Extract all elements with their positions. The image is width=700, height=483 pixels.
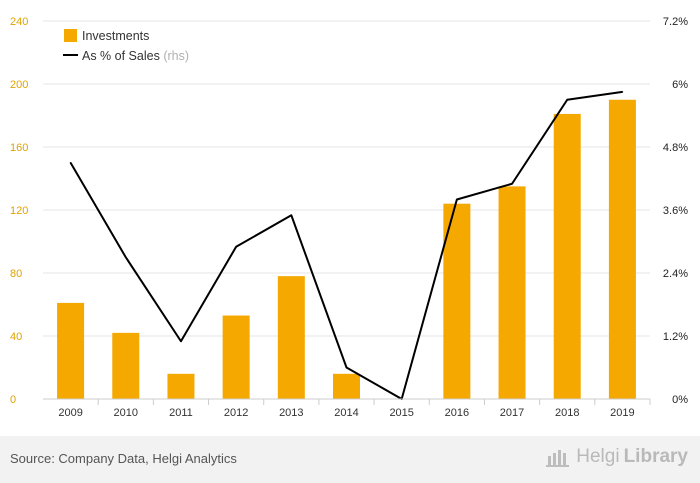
legend: Investments As % of Sales (rhs) (63, 29, 189, 63)
line-point-2011 (180, 340, 182, 343)
line-point-2016 (456, 198, 458, 201)
brand-name-b: Library (623, 446, 688, 467)
footer-bar (0, 436, 700, 483)
y-right-tick-label: 1.2% (663, 331, 688, 343)
legend-label-rhs: (rhs) (163, 49, 189, 63)
legend-label-pct-of-sales-name: As % of Sales (82, 49, 160, 63)
y-left-tick-label: 80 (10, 268, 22, 280)
bar-2010 (112, 332, 140, 399)
bar-2011 (167, 373, 195, 399)
bar-2014 (333, 373, 360, 399)
y-right-tick-label: 4.8% (663, 142, 688, 154)
investment-bars (57, 99, 636, 400)
line-point-2019 (621, 91, 624, 93)
y-left-tick-label: 160 (10, 142, 28, 154)
x-tick-label: 2014 (334, 407, 358, 419)
bar-2019 (608, 99, 636, 399)
y-right-tick-label: 2.4% (663, 268, 688, 280)
source-text: Source: Company Data, Helgi Analytics (10, 451, 237, 466)
brand-name-a: Helgi (576, 446, 620, 467)
y-left-tick-label: 40 (10, 331, 22, 343)
x-tick-label: 2017 (500, 407, 524, 419)
line-point-2009 (69, 161, 72, 164)
bar-2018 (553, 113, 581, 400)
x-tick-label: 2019 (610, 407, 634, 419)
legend-label-pct-of-sales: As % of Sales (rhs) (82, 49, 189, 63)
y-left-tick-label: 0 (10, 394, 16, 406)
chart: 0 40 80 120 160 200 240 0% 1.2% 2.4% 3.6% 4.8% 6% 7.… (10, 16, 688, 419)
y-right-tick-label: 7.2% (663, 16, 688, 28)
y-axis-left: 0 40 80 120 160 200 240 (10, 16, 28, 406)
x-tick-label: 2012 (224, 407, 248, 419)
x-tick-label: 2013 (279, 407, 303, 419)
x-tick-label: 2011 (169, 407, 193, 419)
x-tick-label: 2016 (445, 407, 469, 419)
x-tick-label: 2010 (114, 407, 138, 419)
line-point-2018 (566, 98, 569, 101)
gridlines (43, 20, 650, 337)
bar-2012 (222, 315, 250, 399)
bar-2016 (443, 203, 471, 399)
x-tick-label: 2018 (555, 407, 579, 419)
y-axis-right: 0% 1.2% 2.4% 3.6% 4.8% 6% 7.2% (663, 16, 688, 406)
y-left-tick-label: 120 (10, 205, 28, 217)
pct-of-sales-line (69, 90, 624, 400)
brand-logo: Helgi Library (546, 446, 688, 468)
line-point-2010 (124, 256, 127, 259)
legend-label-investments: Investments (82, 29, 149, 43)
pct-of-sales-polyline (69, 90, 623, 400)
library-building-icon (546, 450, 570, 467)
x-axis: 2009 2010 2011 2012 2013 2014 2015 2016 2017 2018… (43, 398, 651, 419)
x-tick-label: 2015 (389, 407, 413, 419)
y-left-tick-label: 200 (10, 79, 28, 91)
bar-2017 (498, 186, 526, 399)
line-point-2017 (511, 182, 513, 185)
line-point-2012 (235, 245, 237, 248)
y-right-tick-label: 3.6% (663, 205, 688, 217)
x-tick-label: 2009 (58, 407, 82, 419)
y-right-tick-label: 0% (672, 394, 688, 406)
bar-2013 (277, 276, 305, 399)
y-left-tick-label: 240 (10, 16, 28, 28)
bar-2009 (57, 302, 85, 399)
legend-swatch-investments (64, 29, 77, 42)
line-point-2013 (290, 214, 293, 217)
line-point-2014 (345, 366, 348, 369)
y-right-tick-label: 6% (672, 79, 688, 91)
